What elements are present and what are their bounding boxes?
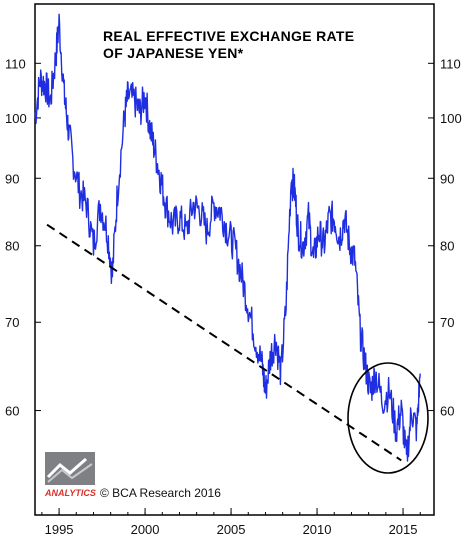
y-left-tick-label: 100	[5, 111, 27, 126]
y-axis-right: 110 100 90 80 70 60	[428, 56, 462, 419]
y-right-tick-label: 70	[440, 315, 454, 330]
y-left-tick-label: 70	[5, 315, 19, 330]
x-tick-label: 2010	[303, 522, 332, 537]
x-tick-label: 2005	[217, 522, 246, 537]
y-left-tick-label: 60	[5, 404, 19, 419]
x-tick-label: 2015	[389, 522, 418, 537]
y-right-tick-label: 100	[440, 111, 462, 126]
lows-highlight-ellipse	[347, 362, 429, 474]
series-layer	[34, 13, 421, 462]
x-tick-label: 1995	[45, 522, 74, 537]
y-right-tick-label: 90	[440, 171, 454, 186]
dashed-trendline	[46, 223, 402, 462]
yen-reer-series-line	[34, 13, 421, 462]
x-tick-label: 2000	[131, 522, 160, 537]
y-left-tick-label: 90	[5, 171, 19, 186]
chart-title-line-1: REAL EFFECTIVE EXCHANGE RATE	[103, 28, 354, 44]
y-right-tick-label: 60	[440, 404, 454, 419]
x-axis: 1995 2000 2005 2010 2015	[41, 508, 421, 537]
bca-analytics-logo: ANALYTICS	[44, 452, 96, 498]
y-axis-left: 110 100 90 80 70 60	[5, 56, 41, 419]
y-right-tick-label: 110	[440, 56, 461, 71]
trendline-layer	[46, 223, 402, 462]
chart-title-line-2: OF JAPANESE YEN*	[103, 45, 244, 61]
y-right-tick-label: 80	[440, 239, 454, 254]
logo-text: ANALYTICS	[44, 488, 96, 498]
plot-frame	[34, 3, 435, 516]
y-left-tick-label: 110	[5, 56, 26, 71]
y-left-tick-label: 80	[5, 239, 19, 254]
copyright-credit: © BCA Research 2016	[100, 486, 221, 500]
